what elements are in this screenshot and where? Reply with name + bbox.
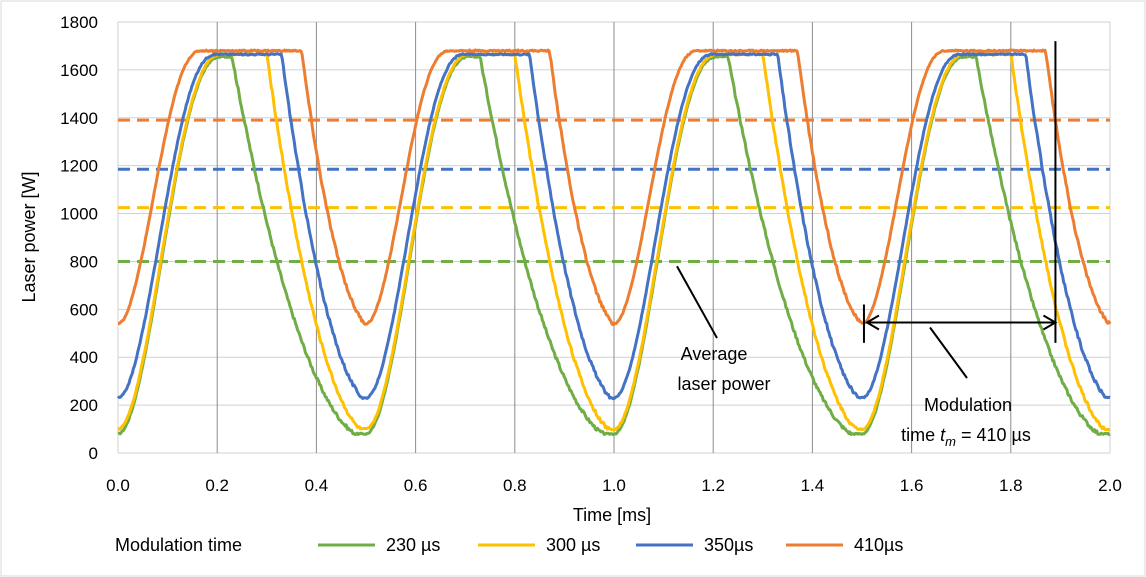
legend-title: Modulation time [115,535,242,555]
modulation-arrowhead-left [864,314,880,331]
x-tick-label: 1.0 [602,476,626,495]
y-tick-label: 400 [70,348,98,367]
x-tick-label: 0.8 [503,476,527,495]
x-tick-label: 0.4 [305,476,329,495]
x-tick-label: 1.4 [801,476,825,495]
average-power-lines [118,118,1110,263]
y-tick-label: 0 [89,444,98,463]
legend-label: 230 µs [386,535,440,555]
modulation-arrowhead-right [1042,314,1058,331]
modulation-label-line1: Modulation [924,395,1012,415]
x-tick-label: 0.6 [404,476,428,495]
y-tick-label: 1400 [60,109,98,128]
modulation-symbol: t [940,425,946,445]
series-line-300-s [117,52,1111,432]
x-tick-label: 1.6 [900,476,924,495]
series-line-410-s [117,48,1112,327]
average-label-line2: laser power [677,374,770,394]
x-tick-label: 0.2 [205,476,229,495]
y-tick-label: 200 [70,396,98,415]
x-tick-label: 2.0 [1098,476,1122,495]
average-label-line1: Average [681,344,748,364]
x-tick-label: 1.2 [701,476,725,495]
average-label-pointer [676,265,718,339]
modulation-label-line2: time tm = 410 µs [901,425,1031,449]
x-tick-labels: 0.0 0.2 0.4 0.6 0.8 1.0 1.2 1.4 1.6 1.8 2.0 [106,476,1122,495]
modulation-subscript: m [945,434,956,449]
y-tick-label: 800 [70,252,98,271]
modulation-label-suffix: = 410 µs [956,425,1031,445]
legend: Modulation time 230 µs 300 µs 350µs 410µs [115,535,903,555]
legend-label: 300 µs [546,535,600,555]
x-tick-label: 0.0 [106,476,130,495]
modulation-label-pointer [929,326,968,379]
series-lines [116,48,1112,437]
y-tick-label: 1200 [60,157,98,176]
y-tick-labels: 0 200 400 600 800 1000 1200 1400 1600 1800 [60,13,98,463]
y-tick-label: 1000 [60,205,98,224]
x-tick-label: 1.8 [999,476,1023,495]
legend-label: 410µs [854,535,903,555]
y-tick-label: 600 [70,300,98,319]
y-tick-label: 1600 [60,61,98,80]
modulation-label-prefix: time [901,425,940,445]
legend-label: 350µs [704,535,753,555]
y-tick-label: 1800 [60,13,98,32]
x-axis-title: Time [ms] [573,505,651,525]
annotations: Average laser power Modulation time tm =… [676,41,1058,449]
series-line-350-s [116,52,1111,401]
y-axis-title: Laser power [W] [19,171,39,302]
